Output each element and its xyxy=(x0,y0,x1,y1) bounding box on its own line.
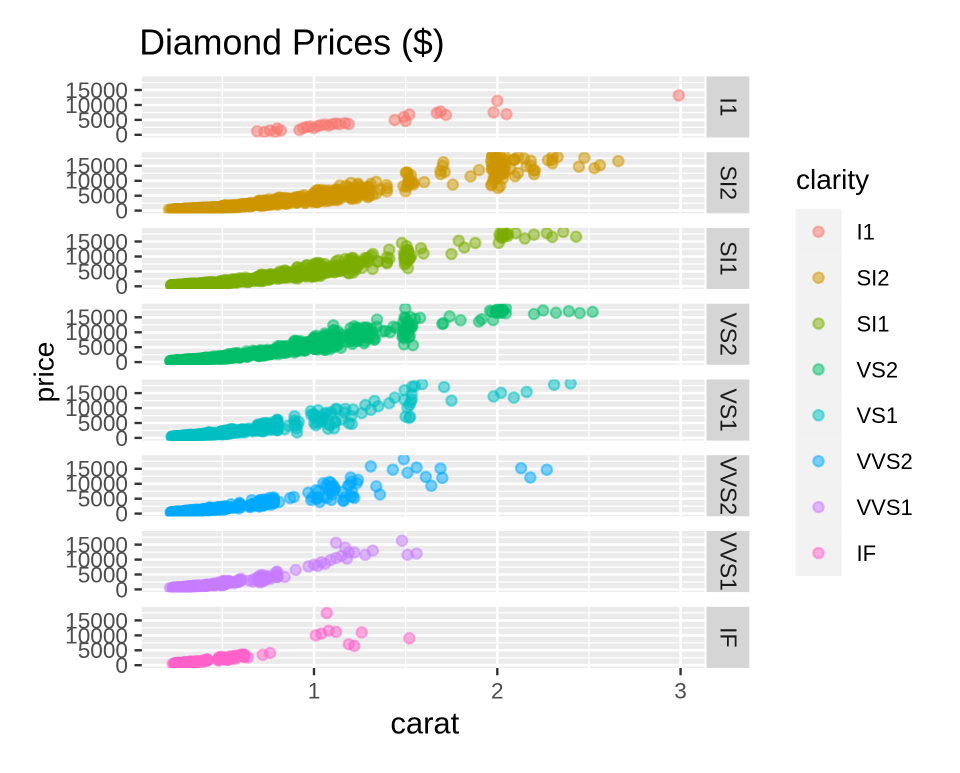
svg-text:SI1: SI1 xyxy=(715,241,741,276)
svg-text:VS2: VS2 xyxy=(715,312,741,355)
svg-text:SI2: SI2 xyxy=(715,166,741,201)
svg-text:10000: 10000 xyxy=(65,169,128,194)
svg-text:2: 2 xyxy=(491,679,504,704)
svg-text:10000: 10000 xyxy=(65,472,128,497)
svg-text:SI1: SI1 xyxy=(857,311,890,336)
svg-text:VS2: VS2 xyxy=(857,357,899,382)
svg-text:VVS1: VVS1 xyxy=(857,495,913,520)
svg-text:SI2: SI2 xyxy=(857,266,890,291)
svg-text:0: 0 xyxy=(115,350,128,375)
svg-text:15000: 15000 xyxy=(65,381,128,406)
svg-text:3: 3 xyxy=(674,679,687,704)
svg-text:0: 0 xyxy=(115,199,128,224)
svg-text:15000: 15000 xyxy=(65,78,128,103)
svg-text:Diamond Prices ($): Diamond Prices ($) xyxy=(139,23,444,63)
svg-text:10000: 10000 xyxy=(65,93,128,118)
svg-text:price: price xyxy=(28,342,59,403)
svg-text:carat: carat xyxy=(390,705,459,740)
svg-text:IF: IF xyxy=(857,541,877,566)
svg-text:0: 0 xyxy=(115,502,128,527)
svg-text:15000: 15000 xyxy=(65,229,128,254)
svg-text:0: 0 xyxy=(115,426,128,451)
svg-text:10000: 10000 xyxy=(65,320,128,345)
svg-text:5000: 5000 xyxy=(78,638,128,663)
svg-text:0: 0 xyxy=(115,123,128,148)
svg-text:5000: 5000 xyxy=(78,259,128,284)
svg-text:IF: IF xyxy=(715,627,741,647)
svg-text:I1: I1 xyxy=(715,97,741,116)
svg-text:0: 0 xyxy=(115,577,128,602)
svg-text:0: 0 xyxy=(115,653,128,678)
svg-text:5000: 5000 xyxy=(78,411,128,436)
svg-text:1: 1 xyxy=(308,679,321,704)
svg-text:5000: 5000 xyxy=(78,108,128,133)
svg-text:VS1: VS1 xyxy=(715,388,741,431)
svg-text:15000: 15000 xyxy=(65,154,128,179)
svg-text:VVS1: VVS1 xyxy=(715,532,741,591)
svg-text:5000: 5000 xyxy=(78,487,128,512)
svg-text:5000: 5000 xyxy=(78,184,128,209)
svg-text:15000: 15000 xyxy=(65,608,128,633)
svg-text:VVS2: VVS2 xyxy=(715,456,741,515)
svg-text:5000: 5000 xyxy=(78,562,128,587)
svg-text:clarity: clarity xyxy=(796,164,869,195)
svg-text:5000: 5000 xyxy=(78,335,128,360)
svg-text:VS1: VS1 xyxy=(857,403,899,428)
svg-text:10000: 10000 xyxy=(65,396,128,421)
svg-text:0: 0 xyxy=(115,274,128,299)
svg-text:15000: 15000 xyxy=(65,533,128,558)
svg-text:10000: 10000 xyxy=(65,623,128,648)
svg-text:I1: I1 xyxy=(857,220,875,245)
svg-text:10000: 10000 xyxy=(65,548,128,573)
svg-text:15000: 15000 xyxy=(65,305,128,330)
svg-text:10000: 10000 xyxy=(65,244,128,269)
svg-text:VVS2: VVS2 xyxy=(857,449,913,474)
svg-text:15000: 15000 xyxy=(65,457,128,482)
